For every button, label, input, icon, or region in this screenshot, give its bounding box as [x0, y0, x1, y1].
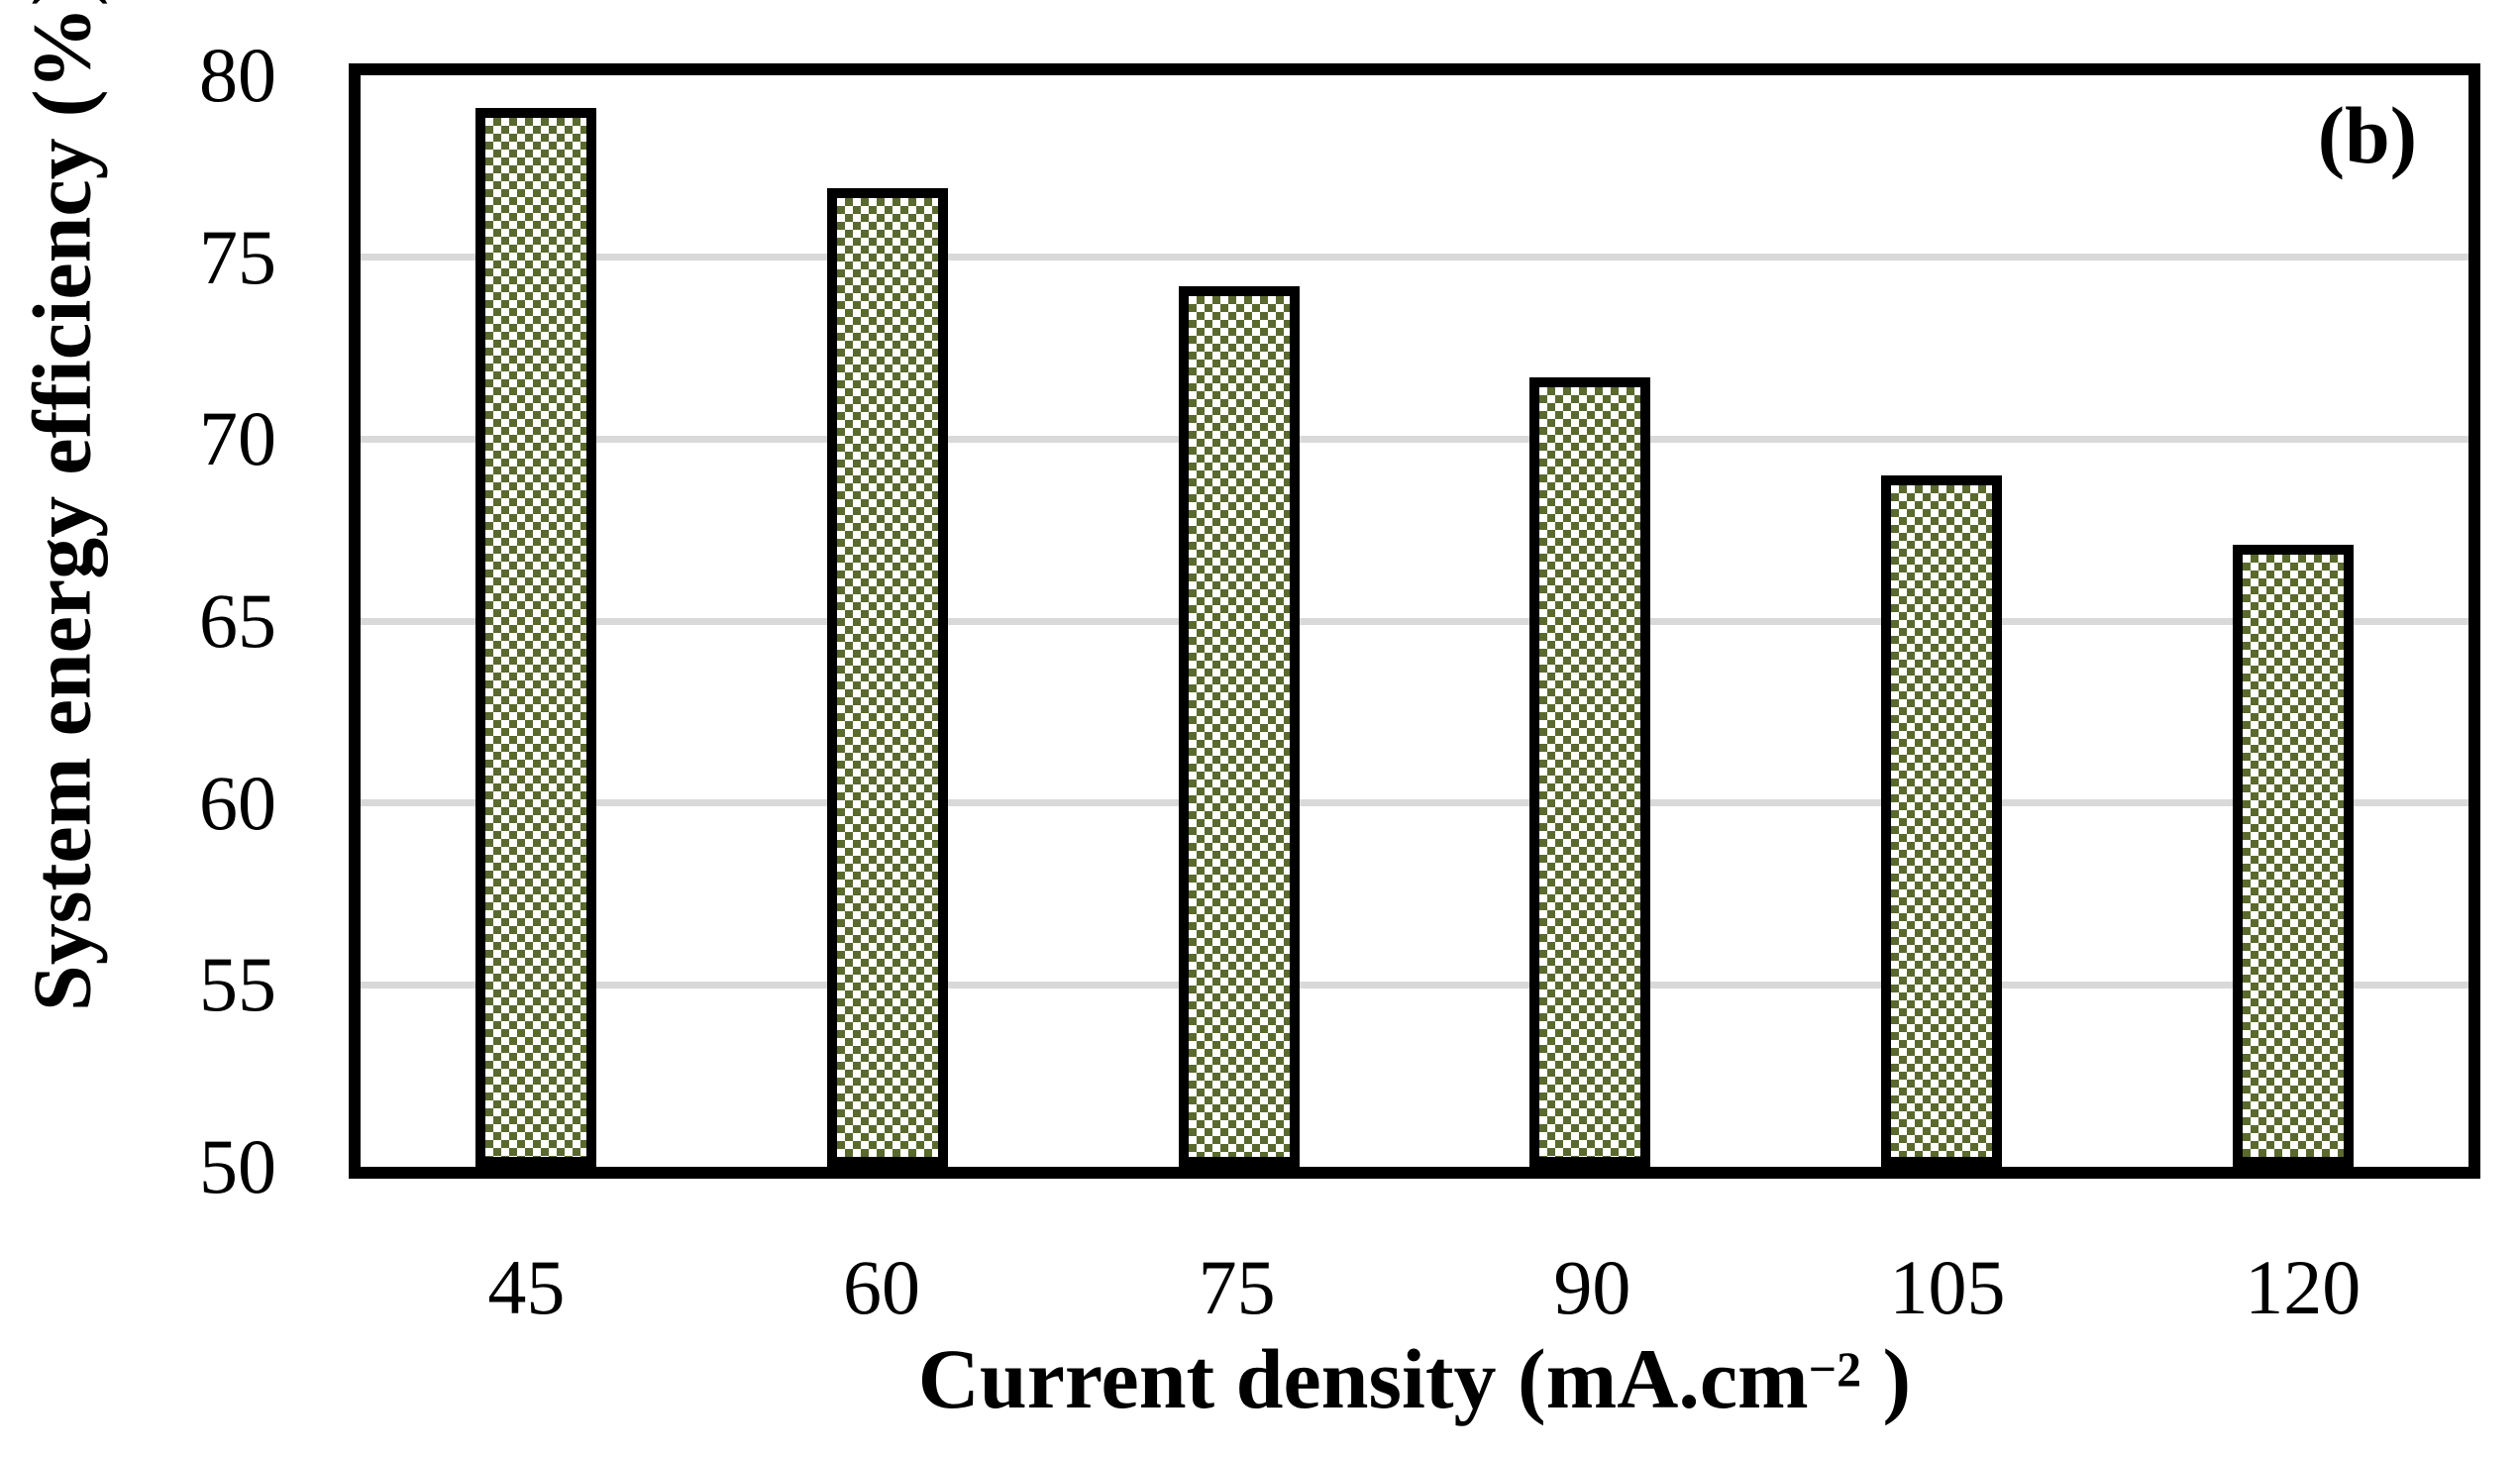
x-tick-label-105: 105	[1889, 1244, 2006, 1330]
x-tick-row: 45 60 75 90 105 120	[349, 1240, 2480, 1334]
y-tick-label-75: 75	[199, 213, 276, 300]
bar-90	[1529, 376, 1651, 1167]
gridline-y-70	[361, 435, 2468, 443]
y-tick-label-50: 50	[199, 1123, 276, 1209]
panel-label: (b)	[2317, 90, 2417, 180]
y-tick-label-65: 65	[199, 577, 276, 664]
bar-45	[475, 108, 597, 1167]
x-axis-title-superscript: −2	[1808, 1341, 1862, 1397]
y-tick-label-55: 55	[199, 941, 276, 1028]
y-axis-title: System energy efficiency (%)	[16, 0, 109, 1012]
bar-120	[2232, 544, 2354, 1167]
y-tick-label-80: 80	[199, 32, 276, 118]
x-tick-label-60: 60	[843, 1244, 920, 1330]
x-axis-title-end: )	[1861, 1331, 1912, 1426]
x-axis-title: Current density (mA.cm−2 )	[349, 1329, 2480, 1428]
x-axis-title-base: Current density (mA.cm	[917, 1331, 1809, 1426]
gridline-y-75	[361, 254, 2468, 261]
x-tick-label-90: 90	[1553, 1244, 1631, 1330]
bar-105	[1881, 475, 2002, 1167]
bar-75	[1178, 286, 1300, 1167]
gridline-y-55	[361, 981, 2468, 989]
gridline-y-65	[361, 617, 2468, 625]
y-tick-label-60: 60	[199, 759, 276, 846]
plot-area: (b)	[349, 63, 2480, 1179]
x-tick-label-45: 45	[487, 1244, 566, 1330]
gridline-y-60	[361, 799, 2468, 807]
bar-60	[827, 187, 948, 1167]
x-tick-label-120: 120	[2245, 1244, 2362, 1330]
y-tick-label-70: 70	[199, 395, 276, 482]
x-tick-label-75: 75	[1198, 1244, 1276, 1330]
